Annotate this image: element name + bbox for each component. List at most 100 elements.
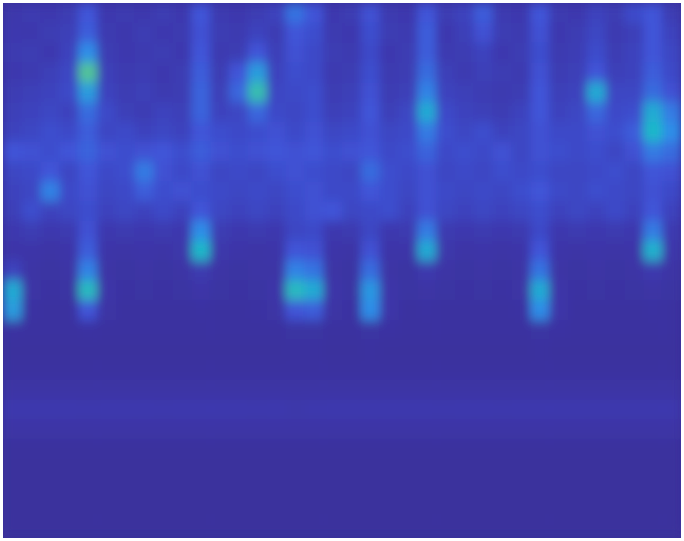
- heatmap-cell: [474, 379, 493, 399]
- heatmap-cell: [60, 62, 79, 82]
- heatmap-cell: [154, 62, 173, 82]
- heatmap-cell: [323, 320, 342, 340]
- heatmap-cell: [662, 181, 681, 201]
- heatmap-cell: [191, 162, 210, 182]
- heatmap-cell: [3, 43, 22, 63]
- heatmap-cell: [436, 122, 455, 142]
- heatmap-cell: [568, 379, 587, 399]
- heatmap-cell: [229, 379, 248, 399]
- heatmap-cell: [606, 162, 625, 182]
- heatmap-cell: [361, 43, 380, 63]
- heatmap-cell: [41, 300, 60, 320]
- heatmap-cell: [60, 379, 79, 399]
- heatmap-cell: [210, 399, 229, 419]
- heatmap-cell: [173, 82, 192, 102]
- heatmap-cell: [361, 62, 380, 82]
- heatmap-cell: [135, 280, 154, 300]
- heatmap-cell: [210, 479, 229, 499]
- heatmap-cell: [97, 280, 116, 300]
- heatmap-cell: [304, 399, 323, 419]
- heatmap-cell: [229, 162, 248, 182]
- heatmap-cell: [568, 399, 587, 419]
- heatmap-cell: [625, 181, 644, 201]
- heatmap-cell: [41, 142, 60, 162]
- heatmap-cell: [41, 162, 60, 182]
- heatmap-cell: [512, 221, 531, 241]
- heatmap-cell: [625, 280, 644, 300]
- heatmap-cell: [606, 439, 625, 459]
- heatmap-cell: [549, 439, 568, 459]
- heatmap-cell: [380, 3, 399, 23]
- heatmap-cell: [361, 122, 380, 142]
- heatmap-cell: [662, 300, 681, 320]
- heatmap-cell: [568, 3, 587, 23]
- heatmap-cell: [455, 181, 474, 201]
- heatmap-cell: [304, 221, 323, 241]
- heatmap-cell: [41, 62, 60, 82]
- heatmap-cell: [455, 498, 474, 518]
- heatmap-cell: [342, 102, 361, 122]
- heatmap-cell: [549, 280, 568, 300]
- heatmap-cell: [173, 439, 192, 459]
- heatmap-cell: [248, 3, 267, 23]
- heatmap-cell: [399, 459, 418, 479]
- heatmap-cell: [191, 340, 210, 360]
- heatmap-cell: [399, 43, 418, 63]
- heatmap-cell: [60, 162, 79, 182]
- heatmap-cell: [568, 439, 587, 459]
- heatmap-cell: [643, 518, 662, 538]
- heatmap-cell: [173, 181, 192, 201]
- heatmap-cell: [643, 122, 662, 142]
- heatmap-cell: [97, 43, 116, 63]
- heatmap-cell: [625, 221, 644, 241]
- heatmap-cell: [587, 221, 606, 241]
- heatmap-cell: [304, 3, 323, 23]
- heatmap-cell: [643, 320, 662, 340]
- heatmap-cell: [41, 340, 60, 360]
- heatmap-cell: [606, 62, 625, 82]
- heatmap-cell: [135, 261, 154, 281]
- heatmap-cell: [606, 360, 625, 380]
- heatmap-cell: [455, 419, 474, 439]
- heatmap-cell: [662, 3, 681, 23]
- heatmap-cell: [41, 241, 60, 261]
- heatmap-cell: [417, 379, 436, 399]
- heatmap-cell: [60, 23, 79, 43]
- heatmap-cell: [530, 419, 549, 439]
- heatmap-cell: [78, 320, 97, 340]
- heatmap-cell: [135, 62, 154, 82]
- heatmap-cell: [173, 360, 192, 380]
- heatmap-cell: [493, 280, 512, 300]
- heatmap-cell: [323, 102, 342, 122]
- heatmap-layer: [3, 3, 681, 538]
- heatmap-cell: [361, 221, 380, 241]
- heatmap-cell: [173, 43, 192, 63]
- heatmap-cell: [3, 142, 22, 162]
- heatmap-cell: [286, 43, 305, 63]
- heatmap-cell: [342, 498, 361, 518]
- heatmap-cell: [286, 439, 305, 459]
- heatmap-cell: [568, 360, 587, 380]
- heatmap-cell: [3, 479, 22, 499]
- heatmap-cell: [323, 122, 342, 142]
- heatmap-cell: [173, 379, 192, 399]
- heatmap-cell: [361, 479, 380, 499]
- heatmap-cell: [662, 62, 681, 82]
- heatmap-cell: [191, 122, 210, 142]
- heatmap-cell: [229, 498, 248, 518]
- heatmap-cell: [173, 62, 192, 82]
- heatmap-cell: [399, 360, 418, 380]
- heatmap-cell: [493, 399, 512, 419]
- heatmap-cell: [304, 360, 323, 380]
- heatmap-cell: [436, 379, 455, 399]
- heatmap-cell: [60, 479, 79, 499]
- heatmap-cell: [135, 3, 154, 23]
- heatmap-cell: [643, 280, 662, 300]
- heatmap-cell: [606, 379, 625, 399]
- heatmap-cell: [417, 102, 436, 122]
- heatmap-cell: [210, 142, 229, 162]
- heatmap-cell: [97, 419, 116, 439]
- heatmap-cell: [587, 399, 606, 419]
- heatmap-cell: [286, 142, 305, 162]
- heatmap-cell: [60, 82, 79, 102]
